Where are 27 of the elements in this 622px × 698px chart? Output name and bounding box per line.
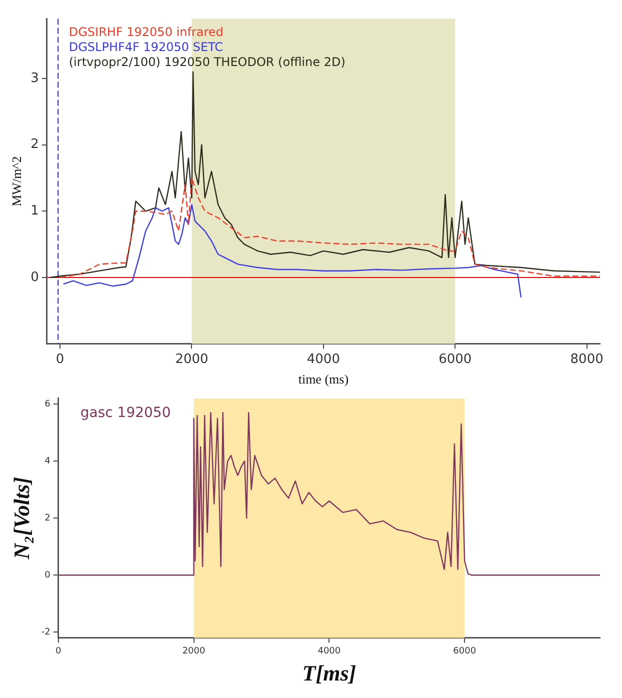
y-tick-label: 2 bbox=[44, 513, 50, 524]
series-label: (irtvpopr2/100) 192050 THEODOR (offline 2D) bbox=[68, 54, 346, 69]
y-tick-label: 3 bbox=[30, 70, 39, 86]
x-tick-label: 4000 bbox=[306, 352, 340, 367]
y-axis-title: MW/m^2 bbox=[9, 156, 24, 206]
x-tick-label: 0 bbox=[56, 646, 62, 657]
x-tick-label: 2000 bbox=[182, 646, 206, 657]
text: DGSLPHF4F 192050 SETC bbox=[68, 40, 224, 54]
y-tick-label: 0 bbox=[30, 270, 39, 285]
x-tick-label: 2000 bbox=[175, 352, 208, 367]
text: DGSIRHF 192050 infrared bbox=[68, 24, 224, 39]
y-axis-title: N₂[Volts] bbox=[8, 476, 34, 560]
x-axis-title: time (ms) bbox=[298, 372, 349, 387]
line-series bbox=[59, 177, 600, 278]
y-tick-label: 6 bbox=[44, 399, 51, 410]
x-tick-label: 8000 bbox=[570, 352, 604, 367]
y-tick-label: 0 bbox=[44, 570, 51, 580]
y-tick-label: 2 bbox=[30, 137, 39, 152]
y-tick-label: 1 bbox=[30, 204, 39, 219]
x-tick-label: 6000 bbox=[453, 646, 476, 657]
y-tick-label: -2 bbox=[41, 627, 50, 638]
x-tick-label: 6000 bbox=[438, 352, 472, 367]
x-axis-title: T[ms] bbox=[302, 660, 356, 686]
x-tick-label: 0 bbox=[56, 352, 64, 367]
x-tick-label: 4000 bbox=[318, 646, 341, 657]
series-label: gasc 192050 bbox=[80, 405, 171, 422]
y-tick-label: 4 bbox=[44, 456, 51, 466]
